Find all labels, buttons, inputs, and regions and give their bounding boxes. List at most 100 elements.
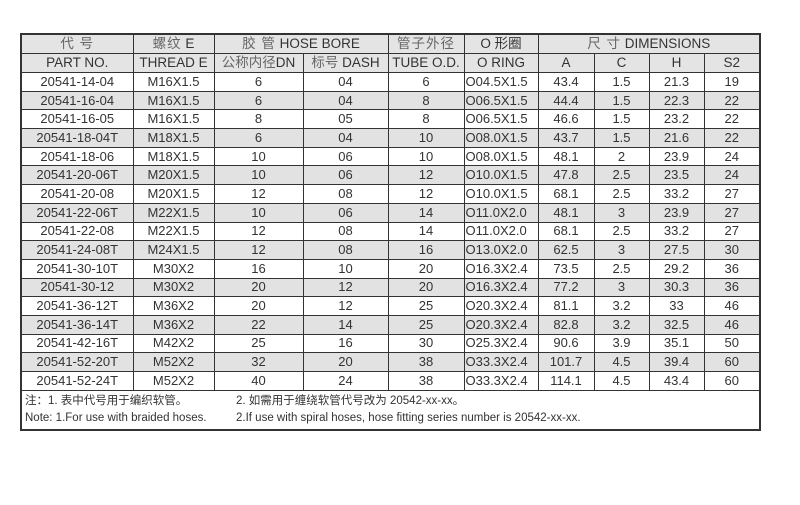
dim-h-cell: 27.5 [648, 240, 705, 260]
dim-h-cell: 29.2 [648, 258, 705, 279]
dn-cell: 10 [213, 165, 304, 186]
o-ring-cell: O10.0X1.5 [463, 165, 539, 186]
dn-cell: 12 [213, 184, 304, 204]
dim-s2-cell: 46 [703, 314, 761, 335]
dn-cell: 6 [213, 128, 304, 148]
dash-cell: 24 [302, 371, 389, 391]
tube-od-cell: 20 [387, 258, 465, 279]
part-no-cell: 20541-14-04 [20, 72, 134, 92]
o-ring-cell: O16.3X2.4 [463, 277, 539, 298]
thread-cell: M16X1.5 [132, 90, 215, 111]
dim-h-cell: 33.2 [648, 221, 705, 242]
table-row: 20541-30-10T M30X2 16 10 20 O16.3X2.4 73.5 2.5 2… [20, 258, 761, 279]
dn-cell: 20 [213, 296, 304, 316]
dim-h-cell: 23.9 [648, 202, 705, 223]
tube-od-cell: 14 [387, 202, 465, 223]
dim-a-cell: 77.2 [537, 277, 595, 298]
dim-h-cell: 23.2 [648, 109, 705, 130]
part-no-cell: 20541-22-08 [20, 221, 134, 242]
tube-od-cell: 14 [387, 221, 465, 242]
dim-h-cell: 22.3 [648, 90, 705, 111]
dim-s2-cell: 50 [703, 333, 761, 354]
o-ring-cell: O08.0X1.5 [463, 128, 539, 148]
note-cn-1: 注：1. 表中代号用于编织软管。 [25, 394, 188, 407]
dim-c-cell: 3 [593, 277, 650, 298]
tube-od-cell: 8 [387, 90, 465, 111]
dash-cell: 06 [302, 165, 389, 186]
tube-od-cell: 8 [387, 109, 465, 130]
note-en-1: Note: 1.For use with braided hoses. [25, 411, 207, 424]
dim-c-cell: 2.5 [593, 165, 650, 186]
dim-c-cell: 3 [593, 240, 650, 260]
thread-cell: M52X2 [132, 371, 215, 391]
tube-od-cell: 16 [387, 240, 465, 260]
part-no-cell: 20541-52-24T [20, 371, 134, 391]
dash-cell: 08 [302, 240, 389, 260]
dim-c-cell: 3.2 [593, 314, 650, 335]
dash-cell: 06 [302, 146, 389, 167]
dim-h-cell: 23.5 [648, 165, 705, 186]
notes-row: 注：1. 表中代号用于编织软管。 2. 如需用于缠绕软管代号改为 20542-xx… [20, 389, 761, 431]
dn-cell: 10 [213, 146, 304, 167]
a-header: A [537, 53, 595, 73]
part-no-header: PART NO. [20, 53, 134, 73]
dash-cell: 16 [302, 333, 389, 354]
part-no-cell: 20541-52-20T [20, 352, 134, 372]
dim-c-cell: 1.5 [593, 128, 650, 148]
dn-cell: 20 [213, 277, 304, 298]
o-ring-cell: O08.0X1.5 [463, 146, 539, 167]
dim-a-cell: 62.5 [537, 240, 595, 260]
dim-h-cell: 21.6 [648, 128, 705, 148]
thread-cell: M20X1.5 [132, 184, 215, 204]
o-ring-header-cn: O 形圈 [463, 33, 539, 54]
dash-cell: 08 [302, 184, 389, 204]
dim-a-cell: 43.7 [537, 128, 595, 148]
tube-od-header-cn: 管子外径 [387, 33, 465, 54]
o-ring-cell: O33.3X2.4 [463, 352, 539, 372]
note-cn-2: 2. 如需用于缠绕软管代号改为 20542-xx-xx。 [236, 394, 465, 407]
dim-h-cell: 30.3 [648, 277, 705, 298]
tube-od-cell: 38 [387, 371, 465, 391]
dim-h-cell: 32.5 [648, 314, 705, 335]
thread-cell: M22X1.5 [132, 202, 215, 223]
tube-od-cell: 30 [387, 333, 465, 354]
dim-c-cell: 1.5 [593, 90, 650, 111]
dim-a-cell: 44.4 [537, 90, 595, 111]
o-ring-cell: O13.0X2.0 [463, 240, 539, 260]
dim-c-cell: 4.5 [593, 371, 650, 391]
dim-s2-cell: 27 [703, 202, 761, 223]
table-row: 20541-30-12 M30X2 20 12 20 O16.3X2.4 77.2 3 30.3… [20, 277, 761, 298]
dim-s2-cell: 22 [703, 90, 761, 111]
dim-c-cell: 1.5 [593, 109, 650, 130]
dn-cell: 40 [213, 371, 304, 391]
dim-c-cell: 3.9 [593, 333, 650, 354]
part-no-cell: 20541-22-06T [20, 202, 134, 223]
part-no-cell: 20541-20-08 [20, 184, 134, 204]
dim-a-cell: 43.4 [537, 72, 595, 92]
dim-h-cell: 23.9 [648, 146, 705, 167]
o-ring-cell: O11.0X2.0 [463, 221, 539, 242]
table-row: 20541-52-20T M52X2 32 20 38 O33.3X2.4 101.7 4.5… [20, 352, 761, 372]
table-row: 20541-20-06T M20X1.5 10 06 12 O10.0X1.5 47.8 2.… [20, 165, 761, 186]
dn-cell: 6 [213, 72, 304, 92]
dn-cell: 12 [213, 240, 304, 260]
dim-a-cell: 82.8 [537, 314, 595, 335]
part-no-cell: 20541-36-14T [20, 314, 134, 335]
dn-header: 公称内径DN [213, 53, 304, 73]
tube-od-cell: 25 [387, 314, 465, 335]
thread-cell: M22X1.5 [132, 221, 215, 242]
dim-a-cell: 48.1 [537, 202, 595, 223]
part-no-cell: 20541-30-10T [20, 258, 134, 279]
o-ring-cell: O10.0X1.5 [463, 184, 539, 204]
dim-h-cell: 39.4 [648, 352, 705, 372]
dim-a-cell: 48.1 [537, 146, 595, 167]
dash-cell: 20 [302, 352, 389, 372]
dim-a-cell: 73.5 [537, 258, 595, 279]
dim-c-cell: 3 [593, 202, 650, 223]
dim-s2-cell: 27 [703, 221, 761, 242]
part-no-cell: 20541-36-12T [20, 296, 134, 316]
part-no-cell: 20541-24-08T [20, 240, 134, 260]
table-row: 20541-16-04 M16X1.5 6 04 8 O06.5X1.5 44.4 1.5 22… [20, 90, 761, 111]
part-no-cell: 20541-16-04 [20, 90, 134, 111]
table-row: 20541-52-24T M52X2 40 24 38 O33.3X2.4 114.1 4.5… [20, 371, 761, 391]
